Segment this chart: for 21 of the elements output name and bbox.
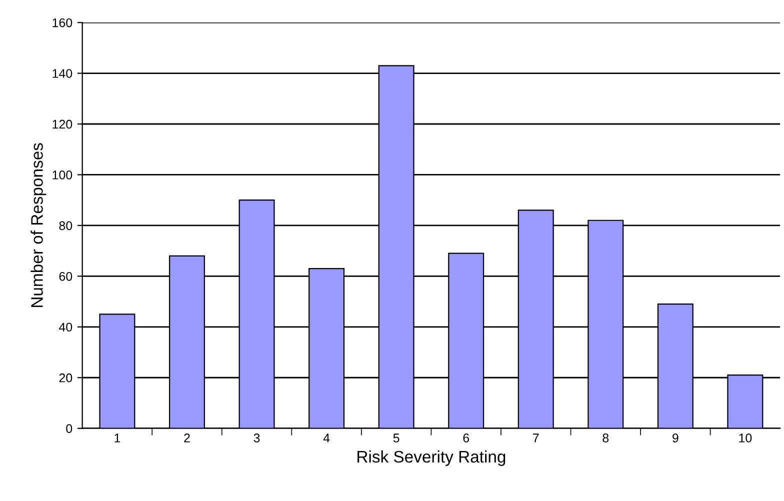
x-tick-label: 8: [602, 434, 609, 442]
x-tick-label: 4: [323, 434, 330, 442]
y-tick-label: 20: [59, 373, 72, 382]
y-tick-label: 160: [52, 18, 72, 28]
x-tick-label: 2: [184, 434, 190, 442]
y-tick-label: 80: [59, 221, 72, 230]
x-tick-label: 6: [463, 434, 470, 442]
x-tick-label: 3: [254, 434, 260, 442]
y-tick-label: 100: [52, 170, 72, 180]
x-axis-title: Risk Severity Rating: [358, 450, 506, 466]
y-axis-title: Number of Responses: [30, 143, 46, 307]
y-tick-label: 60: [59, 272, 72, 281]
x-tick-label: 5: [393, 434, 400, 442]
y-tick-label: 140: [52, 69, 72, 78]
x-tick-label: 9: [672, 434, 678, 442]
x-tick-label: 1: [114, 434, 120, 442]
y-tick-label: 40: [58, 322, 72, 332]
x-tick-label: 7: [533, 434, 539, 442]
y-tick-label: 120: [52, 120, 72, 129]
y-tick-label: 0: [66, 424, 72, 434]
x-tick-label: 10: [739, 434, 752, 442]
